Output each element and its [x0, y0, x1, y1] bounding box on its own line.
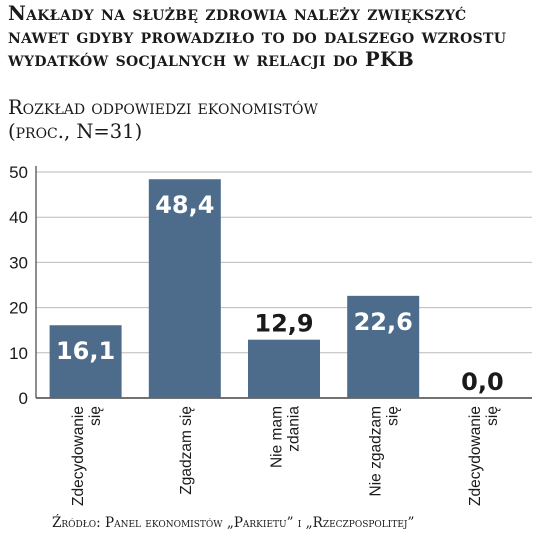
- y-tick-label-50: 50: [9, 163, 28, 182]
- bar-0: [49, 325, 122, 398]
- bar-3: [347, 295, 420, 398]
- value-label-1: 48,4: [155, 191, 214, 219]
- y-tick-label-30: 30: [9, 253, 28, 272]
- value-label-0: 16,1: [56, 337, 115, 365]
- category-label-0: Zdecydowaniesię: [70, 406, 104, 506]
- category-label-4: Zdecydowaniesię: [467, 406, 501, 506]
- y-tick-label-40: 40: [9, 208, 28, 227]
- bar-2: [248, 339, 320, 398]
- subtitle-line-1: Rozkład odpowiedzi ekonomistów: [8, 96, 318, 119]
- value-label-3: 22,6: [354, 308, 413, 336]
- chart-subtitle: Rozkład odpowiedzi ekonomistów (proc., N…: [8, 96, 532, 144]
- y-tick-label-10: 10: [9, 344, 28, 363]
- value-label-2: 12,9: [254, 310, 313, 338]
- y-tick-label-0: 0: [19, 389, 28, 408]
- category-label-2: Nie mamzdania: [269, 406, 303, 468]
- category-label-1: Zgadzam się: [178, 406, 195, 495]
- subtitle-line-2: (proc., N=31): [8, 120, 143, 143]
- source-note: Źródło: Panel ekonomistów „Parkietu” i „…: [52, 515, 415, 531]
- chart-title: Nakłady na służbę zdrowia należy zwiększ…: [8, 2, 507, 71]
- y-tick-label-20: 20: [9, 299, 28, 318]
- bar-1: [148, 179, 221, 398]
- value-label-4: 0,0: [461, 368, 504, 396]
- category-label-3: Nie zgadzamsię: [368, 406, 402, 496]
